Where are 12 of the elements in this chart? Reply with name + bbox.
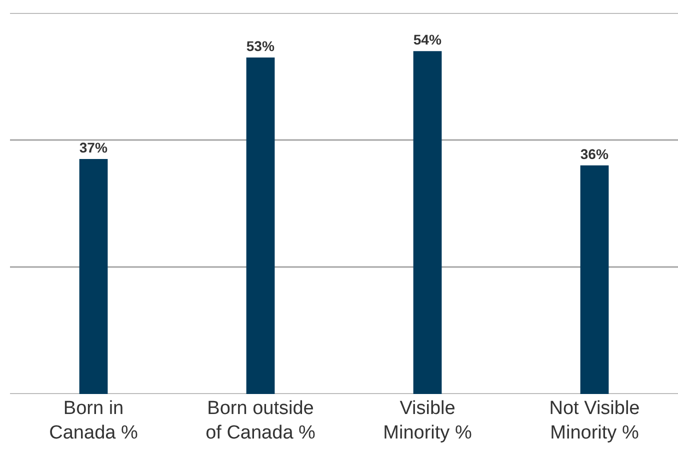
x-tick-label: Born outside of Canada % [206, 398, 316, 444]
bar [79, 159, 108, 394]
bar [580, 165, 609, 394]
data-label: 37% [79, 140, 108, 156]
bar [246, 57, 275, 394]
x-tick-label: Not Visible Minority % [549, 398, 640, 444]
data-label: 54% [413, 32, 442, 48]
bar [413, 51, 442, 394]
x-tick-label: Born in Canada % [49, 398, 138, 444]
data-label: 53% [246, 38, 275, 54]
x-tick-label: Visible Minority % [383, 398, 472, 444]
data-label: 36% [580, 146, 609, 162]
